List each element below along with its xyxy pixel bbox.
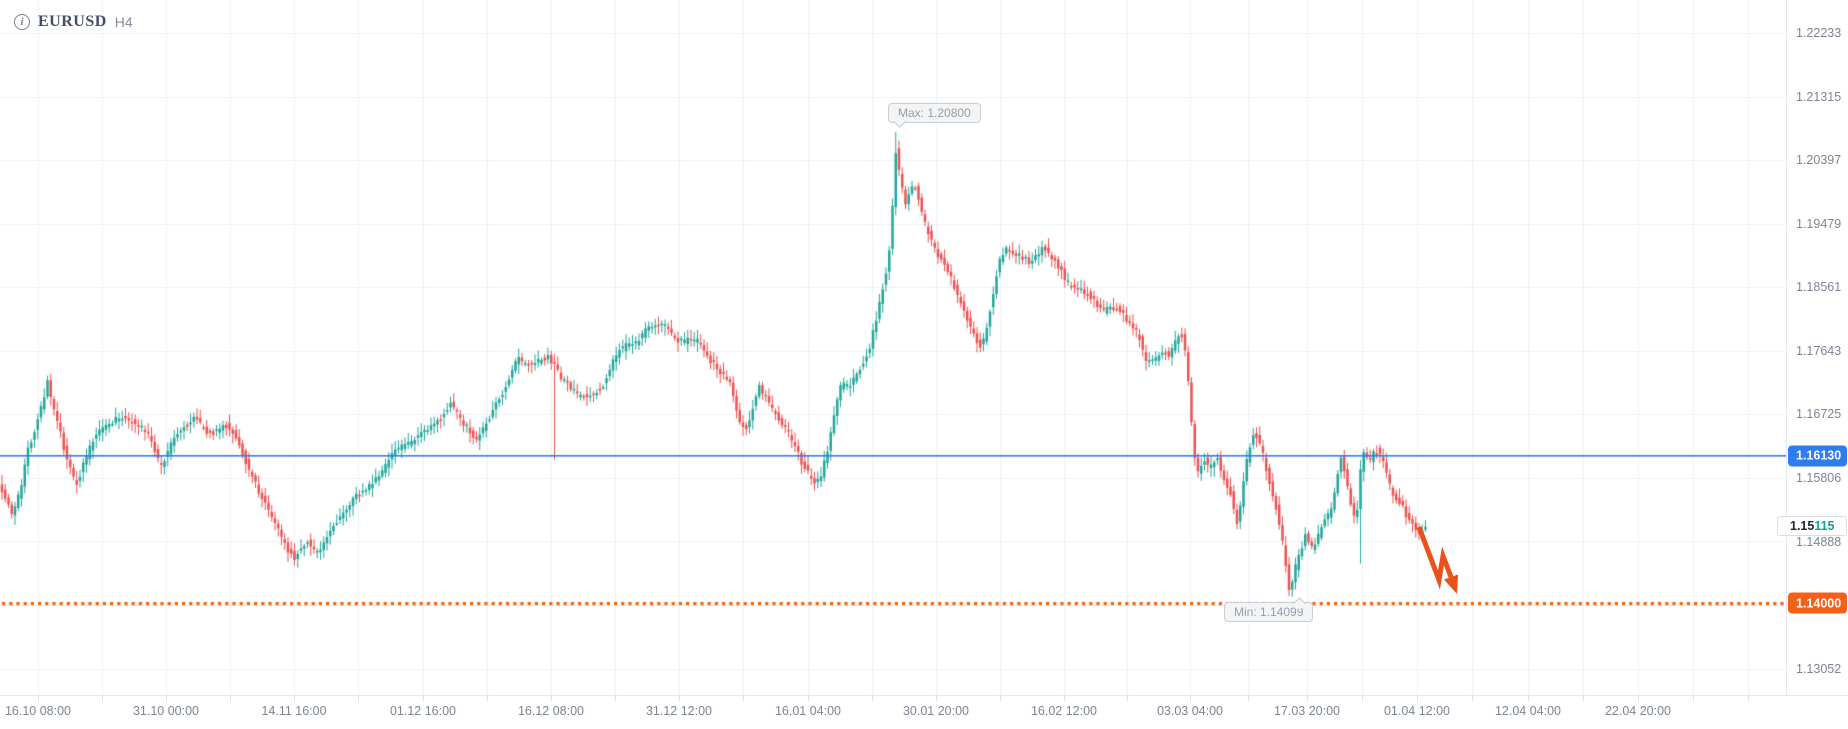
max-tooltip-text: Max: 1.20800 [898,106,971,120]
time-axis-tick [358,695,359,701]
info-icon[interactable]: i [14,14,30,30]
target-price-badge: 1.14000 [1788,592,1847,614]
time-axis-tick [294,695,295,701]
current-price-prefix: 1.15 [1790,518,1815,533]
time-axis-tick [743,695,744,701]
time-axis-tick [679,695,680,701]
time-axis-tick [1748,695,1749,701]
timeframe-label: H4 [114,14,133,30]
time-axis-label: 31.12 12:00 [645,704,713,718]
time-axis-tick [166,695,167,701]
time-axis-tick [38,695,39,701]
time-axis-tick [1127,695,1128,701]
current-price-suffix: 115 [1814,518,1835,533]
time-axis-label: 17.03 20:00 [1273,704,1341,718]
time-axis-tick [1248,695,1249,701]
time-axis-label: 16.02 12:00 [1030,704,1098,718]
symbol-label: EURUSD [38,13,107,30]
price-axis[interactable]: 1.16130 1.15 115 1.14000 1.22233 1.21315 1.… [1777,0,1848,695]
time-axis-label: 22.04 20:00 [1604,704,1672,718]
time-axis-tick [1528,695,1529,701]
time-axis-tick [1583,695,1584,701]
price-axis-label: 1.22233 [1796,26,1842,40]
time-axis-label: 16.12 08:00 [517,704,585,718]
time-axis-tick [551,695,552,701]
time-axis-label: 03.03 04:00 [1156,704,1224,718]
time-axis-tick [1638,695,1639,701]
time-axis-tick [1064,695,1065,701]
time-axis-tick [487,695,488,701]
price-axis-label: 1.13052 [1796,661,1842,676]
time-axis-tick [230,695,231,701]
time-axis-tick [1362,695,1363,701]
resistance-price-badge: 1.16130 [1788,445,1847,467]
chart-header: i EURUSD H4 [14,13,133,31]
price-axis-label: 1.19479 [1796,216,1842,231]
time-axis-label: 12.04 04:00 [1494,704,1562,718]
time-axis-tick [1307,695,1308,701]
time-axis-label: 16.01 04:00 [774,704,842,718]
price-axis-label: 1.17643 [1796,343,1842,358]
min-tooltip-text: Min: 1.14099 [1234,605,1304,619]
time-axis-label: 31.10 00:00 [132,704,200,718]
price-axis-label: 1.20397 [1796,153,1842,168]
time-axis-label: 14.11 16:00 [261,704,327,718]
time-axis-tick [872,695,873,701]
time-axis-tick [423,695,424,701]
time-axis-tick [102,695,103,701]
min-price-tooltip: Min: 1.14099 [1224,597,1314,622]
time-axis-label: 16.10 08:00 [4,704,72,718]
time-axis-tick [1417,695,1418,701]
time-axis-tick [615,695,616,701]
time-axis-tick [1190,695,1191,701]
time-axis-tick [1693,695,1694,701]
time-axis-label: 30.01 20:00 [902,704,970,718]
price-axis-label: 1.14888 [1796,534,1842,549]
current-price-badge: 1.15 115 [1777,515,1847,536]
price-axis-label: 1.21315 [1796,89,1842,104]
time-axis-tick [1000,695,1001,701]
price-axis-label: 1.16725 [1796,407,1842,422]
time-axis[interactable]: 16.10 08:00 31.10 00:00 14.11 16:00 01.12 1… [0,695,1848,729]
price-axis-label: 1.18561 [1796,280,1842,295]
time-axis-label: 01.04 12:00 [1383,704,1451,718]
time-axis-tick [808,695,809,701]
time-axis-tick [1472,695,1473,701]
time-axis-label: 01.12 16:00 [389,704,457,718]
price-axis-label: 1.15806 [1796,470,1842,485]
max-price-tooltip: Max: 1.20800 [888,103,981,128]
time-axis-tick [936,695,937,701]
